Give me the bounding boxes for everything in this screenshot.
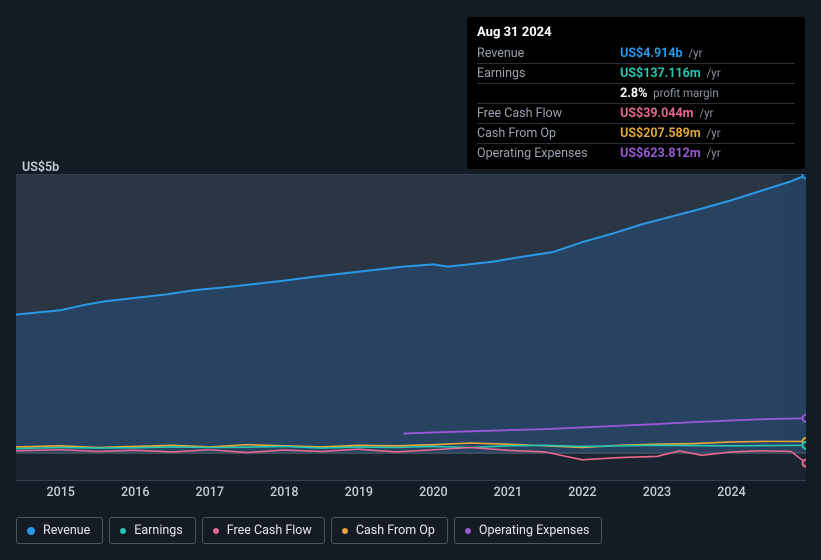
x-axis-label: 2016 (121, 485, 149, 500)
data-tooltip: Aug 31 2024 RevenueUS$4.914b /yrEarnings… (467, 17, 805, 169)
tooltip-table: RevenueUS$4.914b /yrEarningsUS$137.116m … (477, 44, 795, 163)
legend-item-revenue[interactable]: Revenue (16, 517, 103, 544)
x-axis-label: 2018 (270, 485, 298, 500)
x-axis-label: 2024 (717, 485, 745, 500)
legend-item-free-cash-flow[interactable]: Free Cash Flow (202, 517, 325, 544)
legend-dot-icon (213, 528, 219, 534)
x-axis-label: 2021 (494, 485, 522, 500)
legend-label: Cash From Op (356, 523, 435, 538)
tooltip-row: Free Cash FlowUS$39.044m /yr (477, 104, 795, 124)
legend-label: Free Cash Flow (227, 523, 312, 538)
legend-label: Revenue (43, 523, 90, 538)
legend-item-earnings[interactable]: Earnings (109, 517, 195, 544)
legend-dot-icon (27, 527, 35, 535)
x-axis-label: 2017 (196, 485, 224, 500)
chart-container: Aug 31 2024 RevenueUS$4.914b /yrEarnings… (0, 0, 821, 560)
x-axis-label: 2019 (345, 485, 373, 500)
legend-label: Earnings (134, 523, 182, 538)
legend-item-cash-from-op[interactable]: Cash From Op (331, 517, 448, 544)
tooltip-row: EarningsUS$137.116m /yr (477, 64, 795, 84)
x-axis-label: 2020 (419, 485, 447, 500)
x-axis-label: 2022 (568, 485, 596, 500)
x-axis-label: 2023 (643, 485, 671, 500)
tooltip-row: RevenueUS$4.914b /yr (477, 44, 795, 64)
y-axis-label: US$5b (22, 160, 59, 175)
legend-item-operating-expenses[interactable]: Operating Expenses (454, 517, 603, 544)
legend-dot-icon (465, 528, 471, 534)
tooltip-date: Aug 31 2024 (477, 25, 795, 44)
x-axis-label: 2015 (46, 485, 74, 500)
legend-dot-icon (342, 528, 348, 534)
tooltip-row: 2.8% profit margin (477, 84, 795, 104)
tooltip-row: Cash From OpUS$207.589m /yr (477, 124, 795, 144)
legend-label: Operating Expenses (479, 523, 590, 538)
chart-plot (16, 174, 806, 481)
legend-dot-icon (120, 528, 126, 534)
legend: Revenue Earnings Free Cash Flow Cash From O… (16, 517, 602, 544)
tooltip-row: Operating ExpensesUS$623.812m /yr (477, 144, 795, 164)
